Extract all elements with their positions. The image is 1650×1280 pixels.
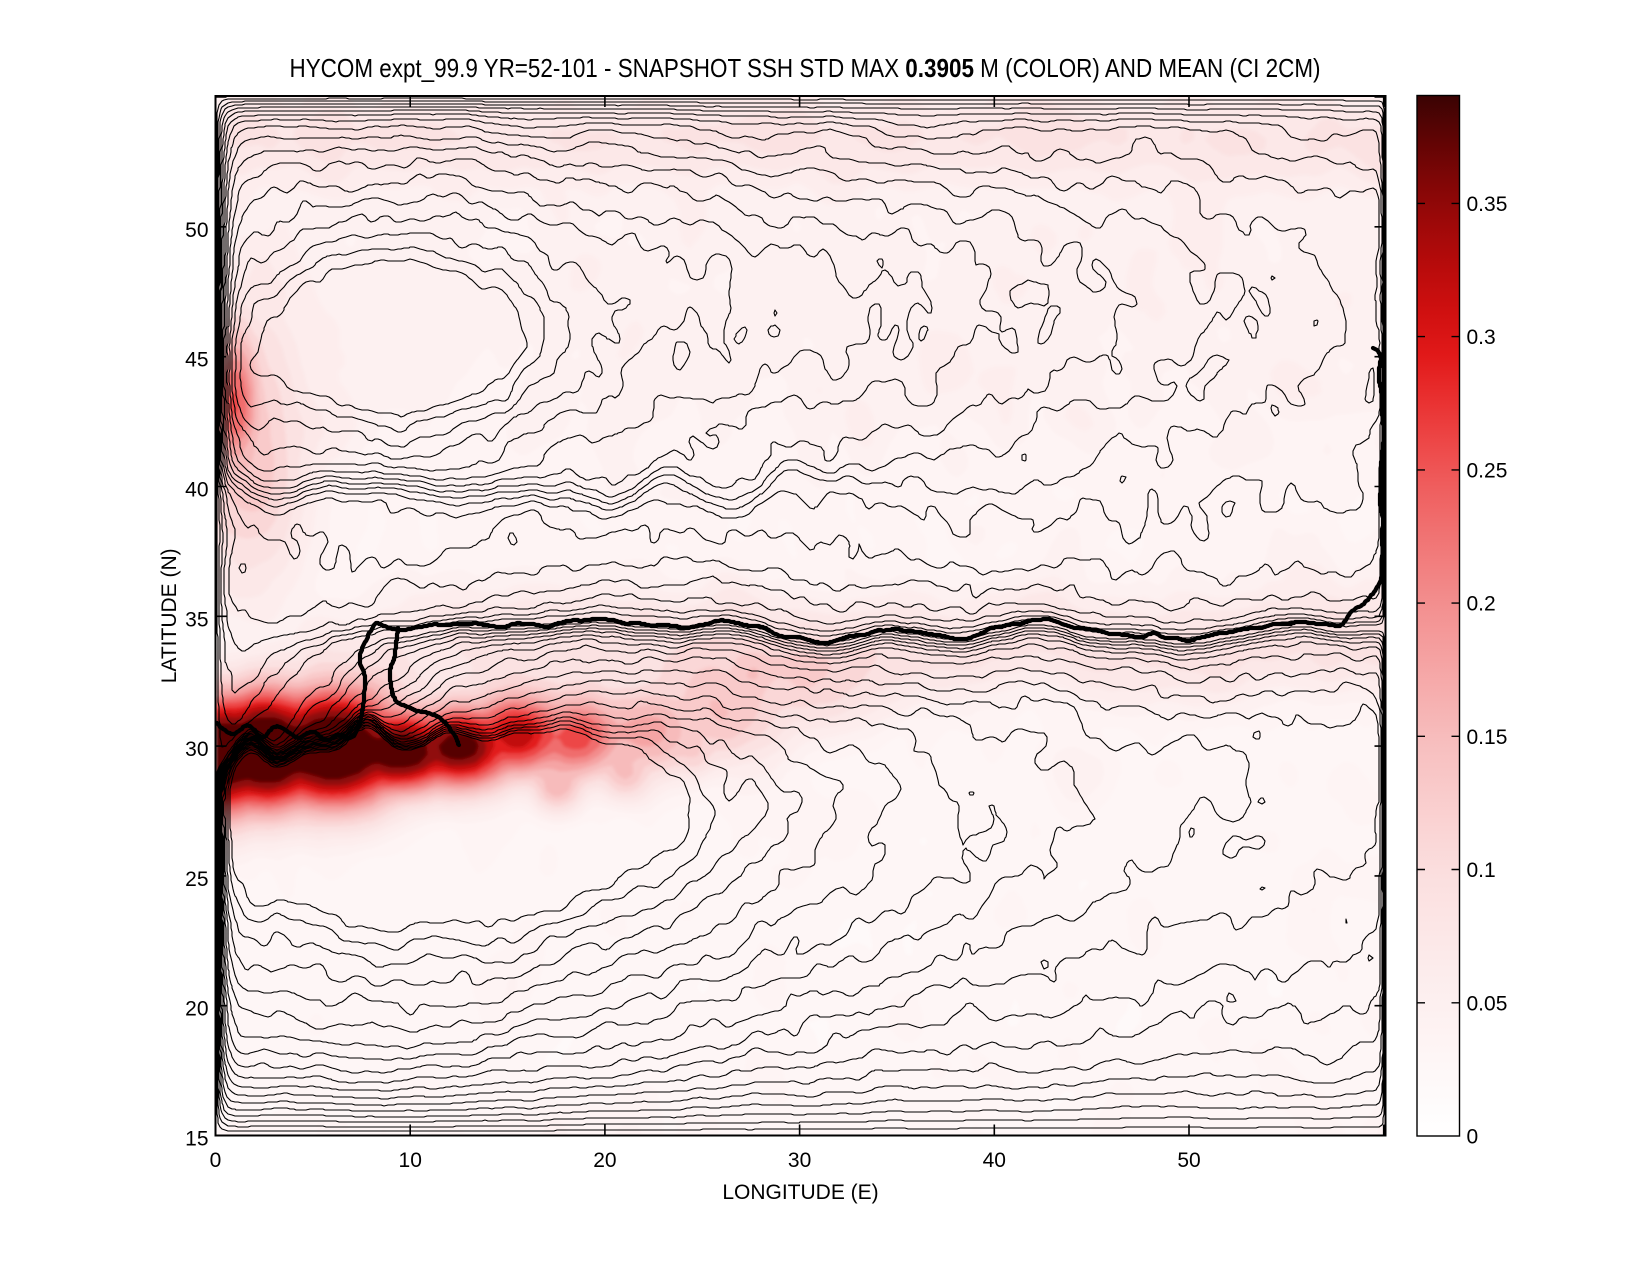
svg-text:10: 10 <box>399 1149 422 1172</box>
svg-text:0.25: 0.25 <box>1467 459 1508 482</box>
svg-text:0.15: 0.15 <box>1467 726 1508 749</box>
svg-text:0: 0 <box>1467 1126 1479 1149</box>
svg-text:HYCOM expt_99.9 YR=52-101 - SN: HYCOM expt_99.9 YR=52-101 - SNAPSHOT SSH… <box>290 53 1321 83</box>
svg-text:50: 50 <box>1177 1149 1200 1172</box>
svg-text:0.3: 0.3 <box>1467 326 1496 349</box>
svg-text:40: 40 <box>185 479 208 502</box>
svg-text:50: 50 <box>185 219 208 242</box>
svg-text:15: 15 <box>185 1128 208 1151</box>
svg-text:0.05: 0.05 <box>1467 992 1508 1015</box>
svg-text:25: 25 <box>185 868 208 891</box>
svg-text:20: 20 <box>185 998 208 1021</box>
svg-text:0.35: 0.35 <box>1467 193 1508 216</box>
svg-text:LATITUDE (N): LATITUDE (N) <box>158 548 181 683</box>
svg-text:0: 0 <box>210 1149 222 1172</box>
svg-text:30: 30 <box>185 738 208 761</box>
svg-text:35: 35 <box>185 608 208 631</box>
svg-text:0.2: 0.2 <box>1467 593 1496 616</box>
svg-text:LONGITUDE (E): LONGITUDE (E) <box>722 1181 878 1204</box>
svg-text:30: 30 <box>788 1149 811 1172</box>
svg-text:0.1: 0.1 <box>1467 859 1496 882</box>
svg-text:40: 40 <box>983 1149 1006 1172</box>
svg-text:20: 20 <box>593 1149 616 1172</box>
svg-text:45: 45 <box>185 349 208 372</box>
